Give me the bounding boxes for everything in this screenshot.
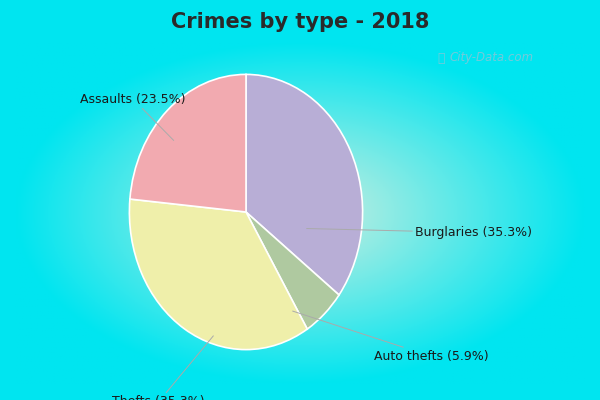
- Text: Burglaries (35.3%): Burglaries (35.3%): [307, 226, 532, 239]
- Wedge shape: [246, 212, 339, 329]
- Wedge shape: [130, 199, 307, 350]
- Text: Crimes by type - 2018: Crimes by type - 2018: [171, 12, 429, 32]
- Text: Auto thefts (5.9%): Auto thefts (5.9%): [293, 311, 489, 363]
- Text: ⓘ: ⓘ: [437, 52, 445, 64]
- Text: City-Data.com: City-Data.com: [450, 52, 534, 64]
- Wedge shape: [130, 74, 246, 212]
- Text: Assaults (23.5%): Assaults (23.5%): [80, 93, 186, 140]
- Text: Thefts (35.3%): Thefts (35.3%): [112, 336, 214, 400]
- Wedge shape: [246, 74, 362, 295]
